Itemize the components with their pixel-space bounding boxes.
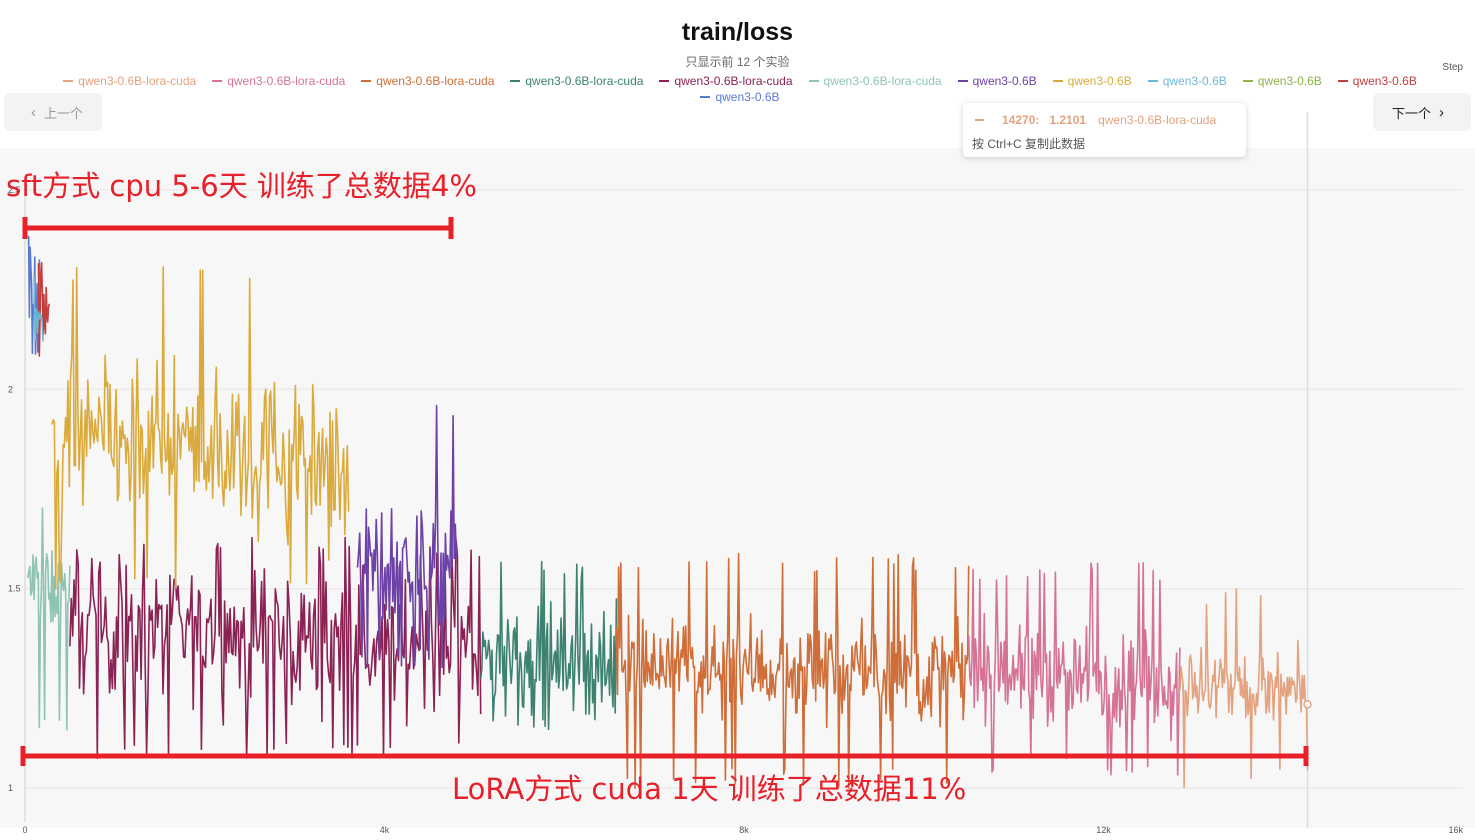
annotation-lora: LoRA方式 cuda 1天 训练了总数据11% [452,772,967,806]
legend-swatch [1337,80,1348,82]
legend: qwen3-0.6B-lora-cuda qwen3-0.6B-lora-cuda… [20,73,1460,105]
legend-item[interactable]: qwen3-0.6B [1052,73,1132,89]
tooltip-copy-hint: 按 Ctrl+C 复制此数据 [972,137,1086,151]
x-tick-label: 4k [380,825,390,835]
legend-swatch [1147,80,1158,82]
series-line [33,273,44,342]
legend-item[interactable]: qwen3-0.6B-lora-cuda [63,73,196,89]
chevron-left-icon: ‹ [30,103,36,121]
tooltip-row: 14270: 1.2101 qwen3-0.6B-lora-cuda [975,113,1216,127]
legend-swatch [1242,80,1253,82]
hover-point-marker [1303,700,1312,709]
chart-subtitle: 只显示前 12 个实验 [685,55,790,69]
legend-label: qwen3-0.6B [1257,74,1322,88]
chart-title: train/loss [681,18,794,46]
annotation-sft: sft方式 cpu 5-6天 训练了总数据4% [6,169,477,203]
next-button-label: 下一个 [1391,105,1431,121]
tooltip-series-name: qwen3-0.6B-lora-cuda [1098,113,1217,127]
previous-button[interactable]: ‹ 上一个 [4,93,102,131]
x-tick-label: 8k [739,825,749,835]
legend-item[interactable]: qwen3-0.6B-lora-cuda [510,73,643,89]
legend-label: qwen3-0.6B [1067,74,1132,88]
tooltip-step: 14270: [1002,113,1040,127]
legend-item[interactable]: qwen3-0.6B [1337,73,1417,89]
series-line [615,552,970,789]
legend-swatch [808,80,819,82]
legend-item[interactable]: qwen3-0.6B [957,73,1037,89]
x-tick-label: 0 [22,825,27,835]
legend-swatch [659,80,670,82]
x-tick-label: 16k [1448,825,1463,835]
series-line [26,507,71,731]
legend-swatch [212,80,223,82]
series-line [479,560,618,731]
legend-item[interactable]: qwen3-0.6B [700,89,780,105]
legend-item[interactable]: qwen3-0.6B-lora-cuda [361,73,494,89]
legend-label: qwen3-0.6B-lora-cuda [78,74,197,88]
next-button[interactable]: 下一个 › [1373,93,1471,131]
legend-item[interactable]: qwen3-0.6B [1242,73,1322,89]
series-line [356,404,458,669]
legend-swatch [1052,80,1063,82]
y-tick-label: 2 [8,384,13,394]
legend-item[interactable]: qwen3-0.6B-lora-cuda [212,73,345,89]
series-line [37,261,51,357]
previous-button-label: 上一个 [43,105,83,121]
legend-item[interactable]: qwen3-0.6B-lora-cuda [659,73,793,89]
legend-label: qwen3-0.6B [972,74,1037,88]
x-tick-label: 12k [1096,825,1111,835]
legend-item[interactable]: qwen3-0.6B-lora-cuda [808,73,942,89]
series-line [51,266,350,590]
legend-swatch [361,80,372,82]
legend-label: qwen3-0.6B [1162,74,1227,88]
legend-item[interactable]: qwen3-0.6B [1147,73,1227,89]
y-tick-label: 1 [8,783,13,793]
y-tick-label: 1.5 [8,584,21,594]
series-line [1179,588,1309,789]
legend-swatch [510,80,521,82]
chevron-right-icon: › [1439,103,1444,121]
legend-label: qwen3-0.6B-lora-cuda [227,74,346,88]
legend-swatch [700,96,711,98]
data-tooltip: 14270: 1.2101 qwen3-0.6B-lora-cuda 按 Ctr… [963,103,1246,157]
y-tick-label: 2.5 [8,185,21,195]
legend-label: qwen3-0.6B [715,90,780,104]
legend-label: qwen3-0.6B-lora-cuda [674,74,793,88]
legend-swatch [957,80,968,82]
legend-swatch [63,80,74,82]
tooltip-value: 1.2101 [1049,113,1087,127]
series-line [69,536,482,760]
legend-label: qwen3-0.6B-lora-cuda [823,74,942,88]
legend-label: qwen3-0.6B-lora-cuda [525,74,644,88]
tooltip-series-swatch [975,119,984,121]
series-line [967,561,1181,776]
legend-label: qwen3-0.6B-lora-cuda [376,74,495,88]
legend-label: qwen3-0.6B [1352,74,1417,88]
x-axis-step-label: Step [1442,62,1463,73]
